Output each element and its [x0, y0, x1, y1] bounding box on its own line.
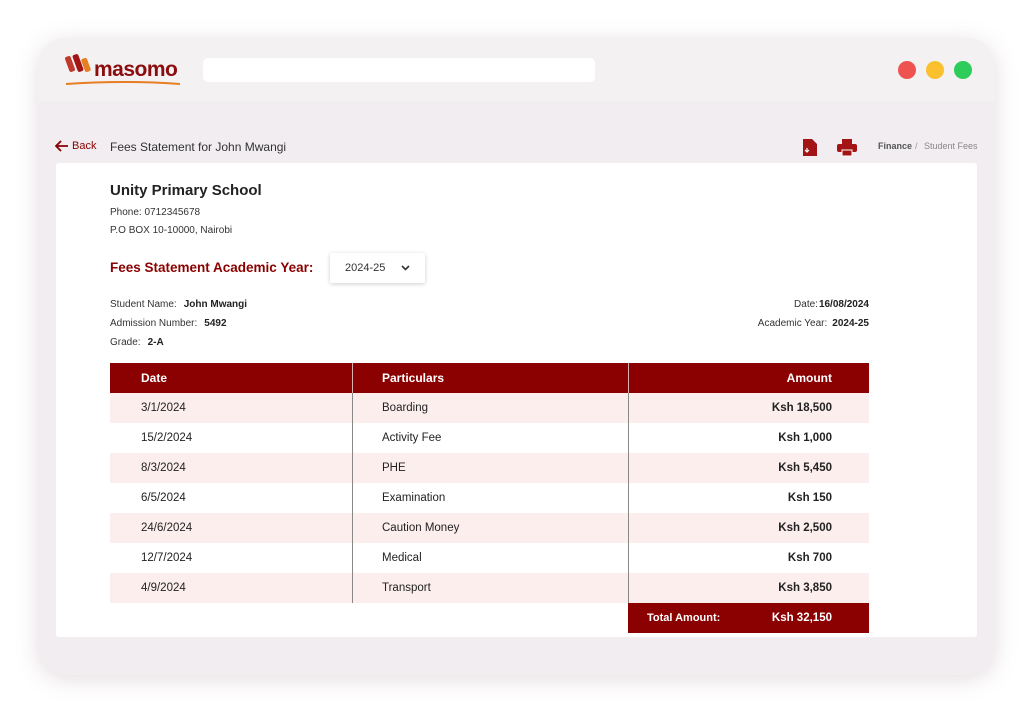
- table-cell: 6/5/2024: [141, 492, 186, 504]
- table-cell: 4/9/2024: [141, 582, 186, 594]
- school-address: P.O BOX 10-10000, Nairobi: [110, 225, 233, 236]
- breadcrumb-parent[interactable]: Finance: [878, 141, 913, 151]
- table-cell: PHE: [382, 462, 406, 474]
- table-cell: Medical: [382, 552, 422, 564]
- table-row: [110, 393, 869, 423]
- column-divider: [628, 393, 629, 603]
- school-name: Unity Primary School: [110, 182, 262, 199]
- year-value: 2024-25: [345, 262, 386, 274]
- column-header: Amount: [786, 371, 832, 385]
- table-cell: Activity Fee: [382, 432, 442, 444]
- info-value: 5492: [204, 318, 227, 329]
- table-row: [110, 453, 869, 483]
- table-row: [110, 573, 869, 603]
- info-label: Date:: [794, 299, 818, 310]
- table-cell: Caution Money: [382, 522, 460, 534]
- window-maximize[interactable]: [954, 61, 972, 79]
- info-value: 2-A: [147, 337, 164, 348]
- table-cell: Ksh 5,450: [778, 462, 832, 474]
- table-cell: 24/6/2024: [141, 522, 193, 534]
- info-label: Admission Number:: [110, 318, 198, 329]
- column-header: Particulars: [382, 371, 445, 385]
- breadcrumb-separator: /: [915, 141, 918, 151]
- back-arrow[interactable]: [55, 140, 69, 152]
- table-row: [110, 543, 869, 573]
- year-dropdown[interactable]: [330, 253, 425, 283]
- dropdown-chevron: [401, 265, 410, 271]
- table-cell: Transport: [382, 582, 431, 594]
- total-value: Ksh 32,150: [771, 612, 832, 624]
- table-cell: Ksh 18,500: [771, 402, 832, 414]
- info-value: John Mwangi: [183, 299, 248, 310]
- page-title: Fees Statement for John Mwangi: [110, 140, 287, 154]
- table-cell: 8/3/2024: [141, 462, 186, 474]
- info-value: 2024-25: [832, 318, 869, 329]
- year-label: Fees Statement Academic Year:: [110, 260, 314, 275]
- total-row: [628, 603, 869, 633]
- search-bar[interactable]: [203, 58, 595, 82]
- table-row: [110, 513, 869, 543]
- column-header: Date: [141, 371, 168, 385]
- school-phone: Phone: 0712345678: [110, 207, 201, 218]
- logo-icon: [65, 54, 181, 85]
- window-close[interactable]: [898, 61, 916, 79]
- table-cell: Ksh 3,850: [778, 582, 832, 594]
- table-cell: 12/7/2024: [141, 552, 193, 564]
- logo-text: masomo: [94, 58, 178, 81]
- table-cell: 3/1/2024: [141, 402, 186, 414]
- window-minimize[interactable]: [926, 61, 944, 79]
- table-cell: Ksh 2,500: [778, 522, 832, 534]
- download-pdf-icon[interactable]: [802, 138, 818, 157]
- header-divider: [352, 363, 353, 393]
- table-row: [110, 423, 869, 453]
- table-cell: Ksh 700: [787, 552, 832, 564]
- column-divider: [352, 393, 353, 603]
- total-label: Total Amount:: [647, 612, 721, 624]
- table-cell: Boarding: [382, 402, 429, 414]
- table-cell: Ksh 150: [787, 492, 832, 504]
- info-label: Student Name:: [110, 299, 177, 310]
- info-value: 16/08/2024: [818, 299, 869, 310]
- table-cell: Examination: [382, 492, 446, 504]
- table-cell: Ksh 1,000: [778, 432, 832, 444]
- info-label: Academic Year:: [757, 318, 828, 329]
- top-bar: masomo: [38, 38, 995, 102]
- header-divider: [628, 363, 629, 393]
- table-header: [110, 363, 869, 393]
- info-label: Grade:: [110, 337, 141, 348]
- back-link[interactable]: Back: [72, 140, 97, 152]
- print-icon[interactable]: [837, 139, 857, 157]
- table-cell: 15/2/2024: [141, 432, 193, 444]
- breadcrumb-current: Student Fees: [924, 141, 978, 151]
- table-row: [110, 483, 869, 513]
